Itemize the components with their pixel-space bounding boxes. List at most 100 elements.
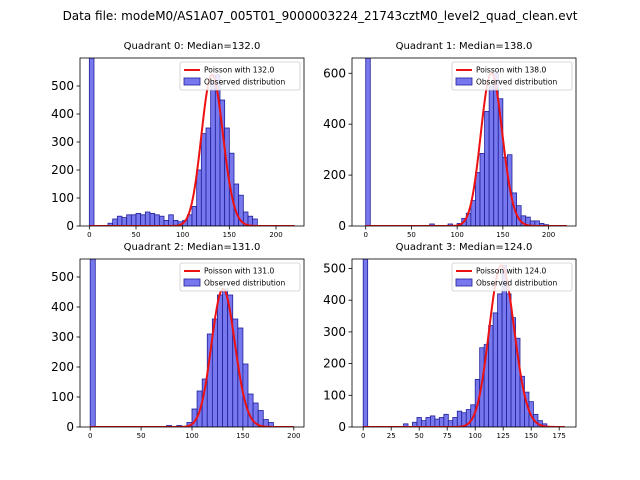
y-tick-label: 400 <box>323 293 346 307</box>
histogram-bar <box>362 259 369 427</box>
x-tick-label: 100 <box>450 231 463 239</box>
histogram-bar <box>492 312 498 427</box>
panel-quadrant-2: 0 100 200 300 400 500 0 50 100 150 200 Quadrant 2: … <box>51 242 305 440</box>
legend-model-label: Poisson with 124.0 <box>476 267 546 276</box>
histogram-bar <box>475 172 481 226</box>
histogram-bar <box>112 218 118 226</box>
histogram-bar <box>210 80 216 226</box>
x-tick-label: 0 <box>363 231 367 239</box>
x-tick-label: 100 <box>469 432 482 440</box>
histogram-bar <box>200 133 207 226</box>
y-tick-label: 200 <box>323 168 346 182</box>
y-tick-label: 300 <box>51 135 74 149</box>
legend-observed-label: Observed distribution <box>476 279 557 288</box>
poisson-curve <box>363 264 565 427</box>
y-tick-label: 0 <box>338 420 346 434</box>
x-tick-label: 50 <box>415 432 424 440</box>
x-tick-label: 200 <box>542 231 555 239</box>
legend-observed-label: Observed distribution <box>204 78 285 87</box>
x-tick-label: 0 <box>361 432 365 440</box>
legend-observed-label: Observed distribution <box>476 78 557 87</box>
histogram-bar <box>140 214 146 226</box>
histogram-bar <box>452 417 458 427</box>
legend-observed-label: Observed distribution <box>204 279 285 288</box>
histogram-bar <box>222 288 229 427</box>
x-tick-label: 25 <box>387 432 396 440</box>
y-tick-label: 500 <box>51 270 74 284</box>
histogram-bar <box>416 417 422 427</box>
histogram-bar <box>425 417 431 427</box>
x-tick-label: 50 <box>407 231 416 239</box>
histogram-bar <box>121 217 128 226</box>
legend-model-label: Poisson with 131.0 <box>204 267 274 276</box>
figure-suptitle: Data file: modeM0/AS1A07_005T01_90000032… <box>63 9 578 23</box>
histogram-bar <box>252 218 258 226</box>
plot-area <box>365 58 567 226</box>
panel-title: Quadrant 3: Median=124.0 <box>396 242 533 253</box>
histogram-bar <box>429 415 436 427</box>
histogram-bar <box>149 212 156 226</box>
histogram-bar <box>196 169 202 226</box>
histogram-bar <box>88 58 95 226</box>
x-tick-label: 0 <box>88 432 92 440</box>
histogram-bar <box>257 410 264 427</box>
legend: Poisson with 132.0 Observed distribution <box>179 61 301 91</box>
legend-model-label: Poisson with 132.0 <box>204 66 274 75</box>
histogram-bar <box>438 417 445 427</box>
histogram-bar <box>205 127 212 226</box>
y-tick-label: 0 <box>66 219 74 233</box>
plot-area <box>89 259 294 427</box>
x-tick-label: 100 <box>176 231 189 239</box>
y-tick-label: 600 <box>323 66 346 80</box>
histogram-bar <box>267 422 274 427</box>
x-tick-label: 200 <box>269 231 282 239</box>
histogram-bar <box>144 211 151 226</box>
histogram-bar <box>403 423 409 427</box>
panel-quadrant-1: 0 200 400 600 0 50 100 150 200 Quadrant 1: Median… <box>323 41 577 239</box>
x-tick-label: 0 <box>87 231 91 239</box>
y-tick-label: 500 <box>51 79 74 93</box>
y-tick-label: 0 <box>338 219 346 233</box>
histogram-bar <box>158 215 165 226</box>
x-tick-label: 150 <box>236 432 249 440</box>
panel-title: Quadrant 1: Median=138.0 <box>396 41 533 52</box>
x-tick-label: 150 <box>525 432 538 440</box>
histogram-bar <box>217 294 223 427</box>
legend-box <box>451 61 573 91</box>
y-tick-label: 400 <box>51 300 74 314</box>
histogram-bar <box>429 223 435 226</box>
x-tick-label: 50 <box>137 432 146 440</box>
legend-observed-swatch <box>183 278 201 287</box>
y-tick-label: 100 <box>51 191 74 205</box>
histogram-bar <box>130 214 137 226</box>
x-tick-label: 100 <box>185 432 198 440</box>
y-tick-label: 200 <box>323 357 346 371</box>
histogram-bar <box>506 293 512 427</box>
x-tick-label: 200 <box>287 432 300 440</box>
histogram-bar <box>168 214 174 226</box>
panel-title: Quadrant 2: Median=131.0 <box>124 242 261 253</box>
legend: Poisson with 131.0 Observed distribution <box>179 262 301 292</box>
histogram-bar <box>484 111 490 226</box>
legend-box <box>179 61 301 91</box>
x-tick-label: 150 <box>223 231 236 239</box>
histogram-bar <box>434 418 440 427</box>
y-tick-label: 300 <box>323 325 346 339</box>
legend-box <box>451 262 573 292</box>
legend-model-label: Poisson with 138.0 <box>476 66 546 75</box>
y-tick-label: 200 <box>51 360 74 374</box>
legend: Poisson with 124.0 Observed distribution <box>451 262 573 292</box>
y-tick-label: 100 <box>51 390 74 404</box>
y-tick-label: 100 <box>323 388 346 402</box>
histogram-bar <box>456 410 463 427</box>
y-tick-label: 300 <box>51 330 74 344</box>
panel-quadrant-0: 0 100 200 300 400 500 0 50 100 150 200 Quadrant 0: … <box>51 41 305 239</box>
histogram-bar <box>497 293 503 427</box>
histogram-bar <box>443 413 449 427</box>
histogram-bar <box>488 85 495 226</box>
y-tick-label: 400 <box>323 117 346 131</box>
x-tick-label: 50 <box>132 231 141 239</box>
x-tick-label: 75 <box>443 432 452 440</box>
histogram-bar <box>135 212 142 226</box>
